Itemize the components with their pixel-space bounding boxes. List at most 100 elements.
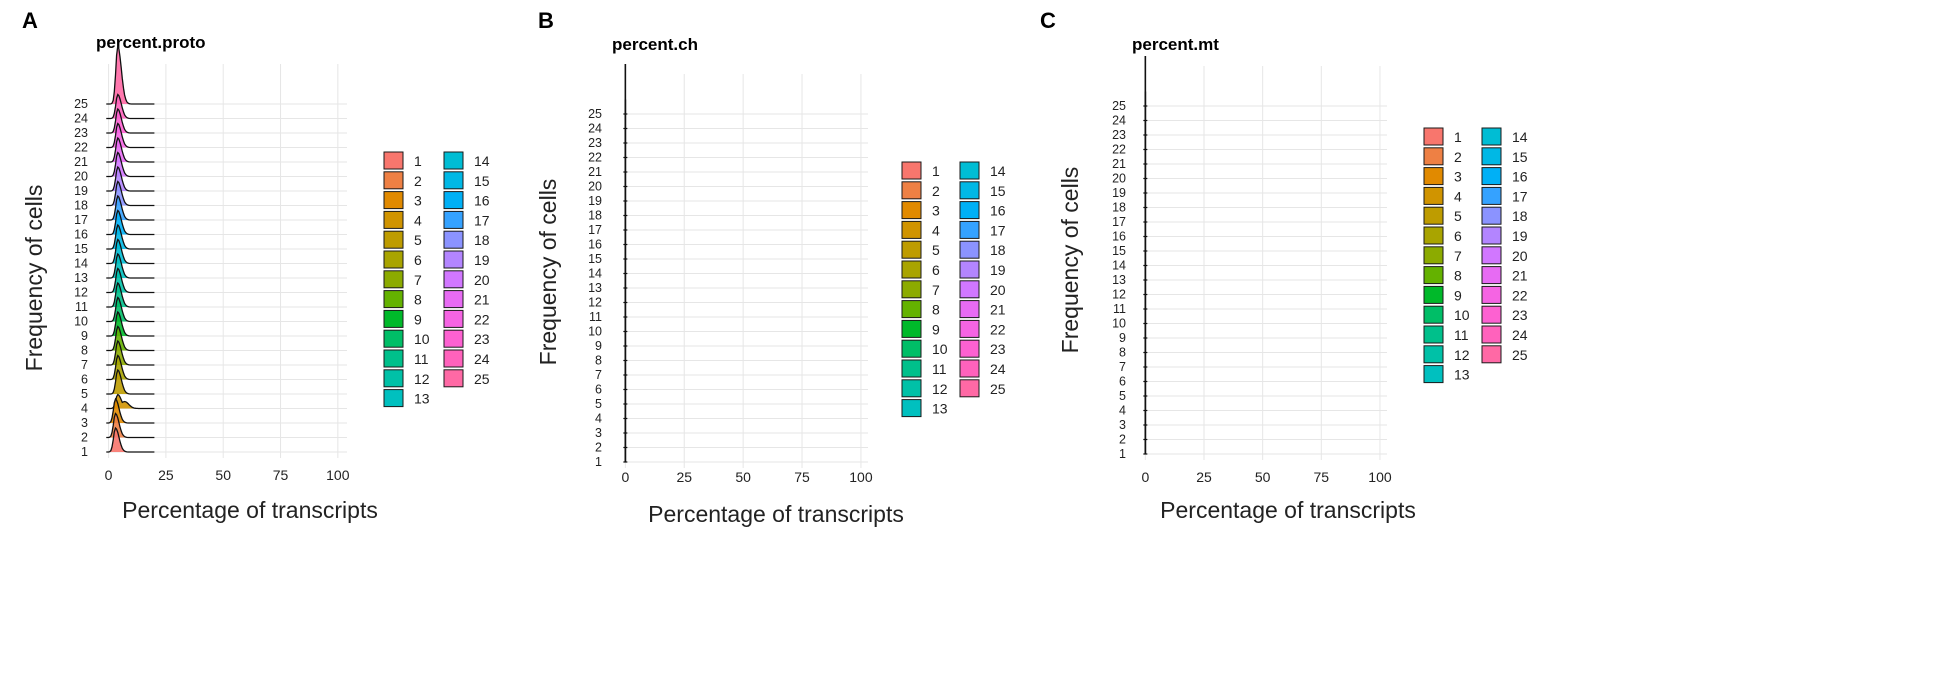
y-tick-label: 23 xyxy=(74,126,88,140)
ridge-outline xyxy=(106,281,155,308)
x-tick-label: 50 xyxy=(735,469,751,485)
legend-key-7 xyxy=(383,270,404,289)
y-axis-label: Frequency of cells xyxy=(1057,167,1083,354)
x-tick-label: 100 xyxy=(326,467,350,483)
legend-key-12 xyxy=(901,379,922,398)
legend-label: 15 xyxy=(474,173,490,189)
legend-key-25 xyxy=(443,369,464,388)
legend-label: 16 xyxy=(990,203,1006,219)
x-tick-label: 50 xyxy=(1255,469,1271,485)
y-tick-label: 16 xyxy=(74,228,88,242)
legend-label: 9 xyxy=(414,311,422,327)
ridge-outline xyxy=(106,252,155,279)
y-tick-label: 10 xyxy=(74,315,88,329)
legend-label: 18 xyxy=(1512,208,1528,224)
legend-label: 20 xyxy=(1512,248,1528,264)
legend-label: 12 xyxy=(1454,347,1470,363)
legend-key-6 xyxy=(383,250,404,269)
legend-label: 20 xyxy=(474,272,490,288)
panel-c: Cpercent.mt12345678910111213141516171819… xyxy=(1040,8,1528,523)
y-tick-label: 17 xyxy=(74,213,88,227)
legend-label: 3 xyxy=(414,193,422,209)
y-tick-label: 5 xyxy=(81,387,88,401)
y-tick-label: 20 xyxy=(588,180,602,194)
y-tick-label: 4 xyxy=(595,412,602,426)
legend-label: 2 xyxy=(932,183,940,199)
chart-title: percent.proto xyxy=(96,33,206,52)
legend-label: 5 xyxy=(1454,208,1462,224)
legend-label: 7 xyxy=(932,282,940,298)
legend-key-1 xyxy=(383,151,404,170)
y-tick-label: 23 xyxy=(588,136,602,150)
legend-key-12 xyxy=(1423,345,1444,364)
ridge-outline xyxy=(106,426,155,453)
y-tick-label: 19 xyxy=(1112,186,1126,200)
panel-letter: C xyxy=(1040,8,1056,33)
y-tick-label: 11 xyxy=(589,310,602,324)
legend-key-11 xyxy=(901,359,922,378)
legend-key-12 xyxy=(383,369,404,388)
y-tick-label: 14 xyxy=(1112,259,1126,273)
y-tick-label: 3 xyxy=(595,426,602,440)
y-tick-label: 21 xyxy=(74,155,88,169)
y-tick-label: 6 xyxy=(1119,375,1126,389)
legend-label: 11 xyxy=(932,361,947,377)
x-tick-label: 100 xyxy=(1368,469,1392,485)
legend-label: 1 xyxy=(1454,129,1462,145)
y-tick-label: 12 xyxy=(74,286,88,300)
panel-letter: A xyxy=(22,8,38,33)
legend-key-21 xyxy=(1481,266,1502,285)
x-axis-label: Percentage of transcripts xyxy=(1160,497,1416,523)
legend-label: 6 xyxy=(932,262,940,278)
legend-key-21 xyxy=(959,300,980,319)
y-tick-label: 15 xyxy=(588,252,602,266)
ridge-outline xyxy=(106,180,155,207)
x-tick-label: 75 xyxy=(273,467,289,483)
legend-label: 5 xyxy=(414,232,422,248)
x-tick-label: 75 xyxy=(1314,469,1330,485)
legend-label: 3 xyxy=(932,203,940,219)
legend-label: 1 xyxy=(414,153,422,169)
legend-key-15 xyxy=(959,181,980,200)
y-tick-label: 22 xyxy=(74,141,88,155)
legend-key-5 xyxy=(1423,206,1444,225)
y-tick-label: 11 xyxy=(1113,302,1126,316)
legend-key-19 xyxy=(1481,226,1502,245)
legend-label: 9 xyxy=(932,321,940,337)
legend-label: 15 xyxy=(990,183,1006,199)
legend-key-23 xyxy=(959,339,980,358)
legend-key-25 xyxy=(1481,345,1502,364)
legend-label: 9 xyxy=(1454,287,1462,303)
legend-label: 22 xyxy=(1512,287,1528,303)
ridge-outline xyxy=(106,151,155,178)
legend: 1234567891011121314151617181920212223242… xyxy=(901,161,1006,418)
ridges xyxy=(623,64,628,463)
legend-label: 7 xyxy=(1454,248,1462,264)
legend-key-13 xyxy=(901,399,922,418)
legend-key-6 xyxy=(901,260,922,279)
ridge-outline xyxy=(106,310,155,337)
legend-key-13 xyxy=(1423,365,1444,384)
legend-key-3 xyxy=(383,191,404,210)
legend-label: 14 xyxy=(474,153,490,169)
legend-key-3 xyxy=(901,201,922,220)
legend-key-20 xyxy=(1481,246,1502,265)
legend-key-23 xyxy=(1481,305,1502,324)
legend-label: 15 xyxy=(1512,149,1528,165)
y-tick-label: 6 xyxy=(81,373,88,387)
x-axis-label: Percentage of transcripts xyxy=(648,501,904,527)
x-tick-label: 75 xyxy=(794,469,810,485)
ridge-outline xyxy=(106,296,155,323)
y-tick-label: 23 xyxy=(1112,128,1126,142)
ridges xyxy=(106,45,155,453)
legend-label: 6 xyxy=(1454,228,1462,244)
legend-label: 21 xyxy=(474,292,490,308)
ridge-outline xyxy=(106,93,155,120)
y-tick-label: 3 xyxy=(81,416,88,430)
y-tick-label: 5 xyxy=(595,397,602,411)
y-tick-label: 24 xyxy=(1112,114,1126,128)
legend-key-3 xyxy=(1423,167,1444,186)
y-tick-label: 7 xyxy=(1119,360,1126,374)
legend-key-7 xyxy=(901,280,922,299)
legend-label: 2 xyxy=(414,173,422,189)
